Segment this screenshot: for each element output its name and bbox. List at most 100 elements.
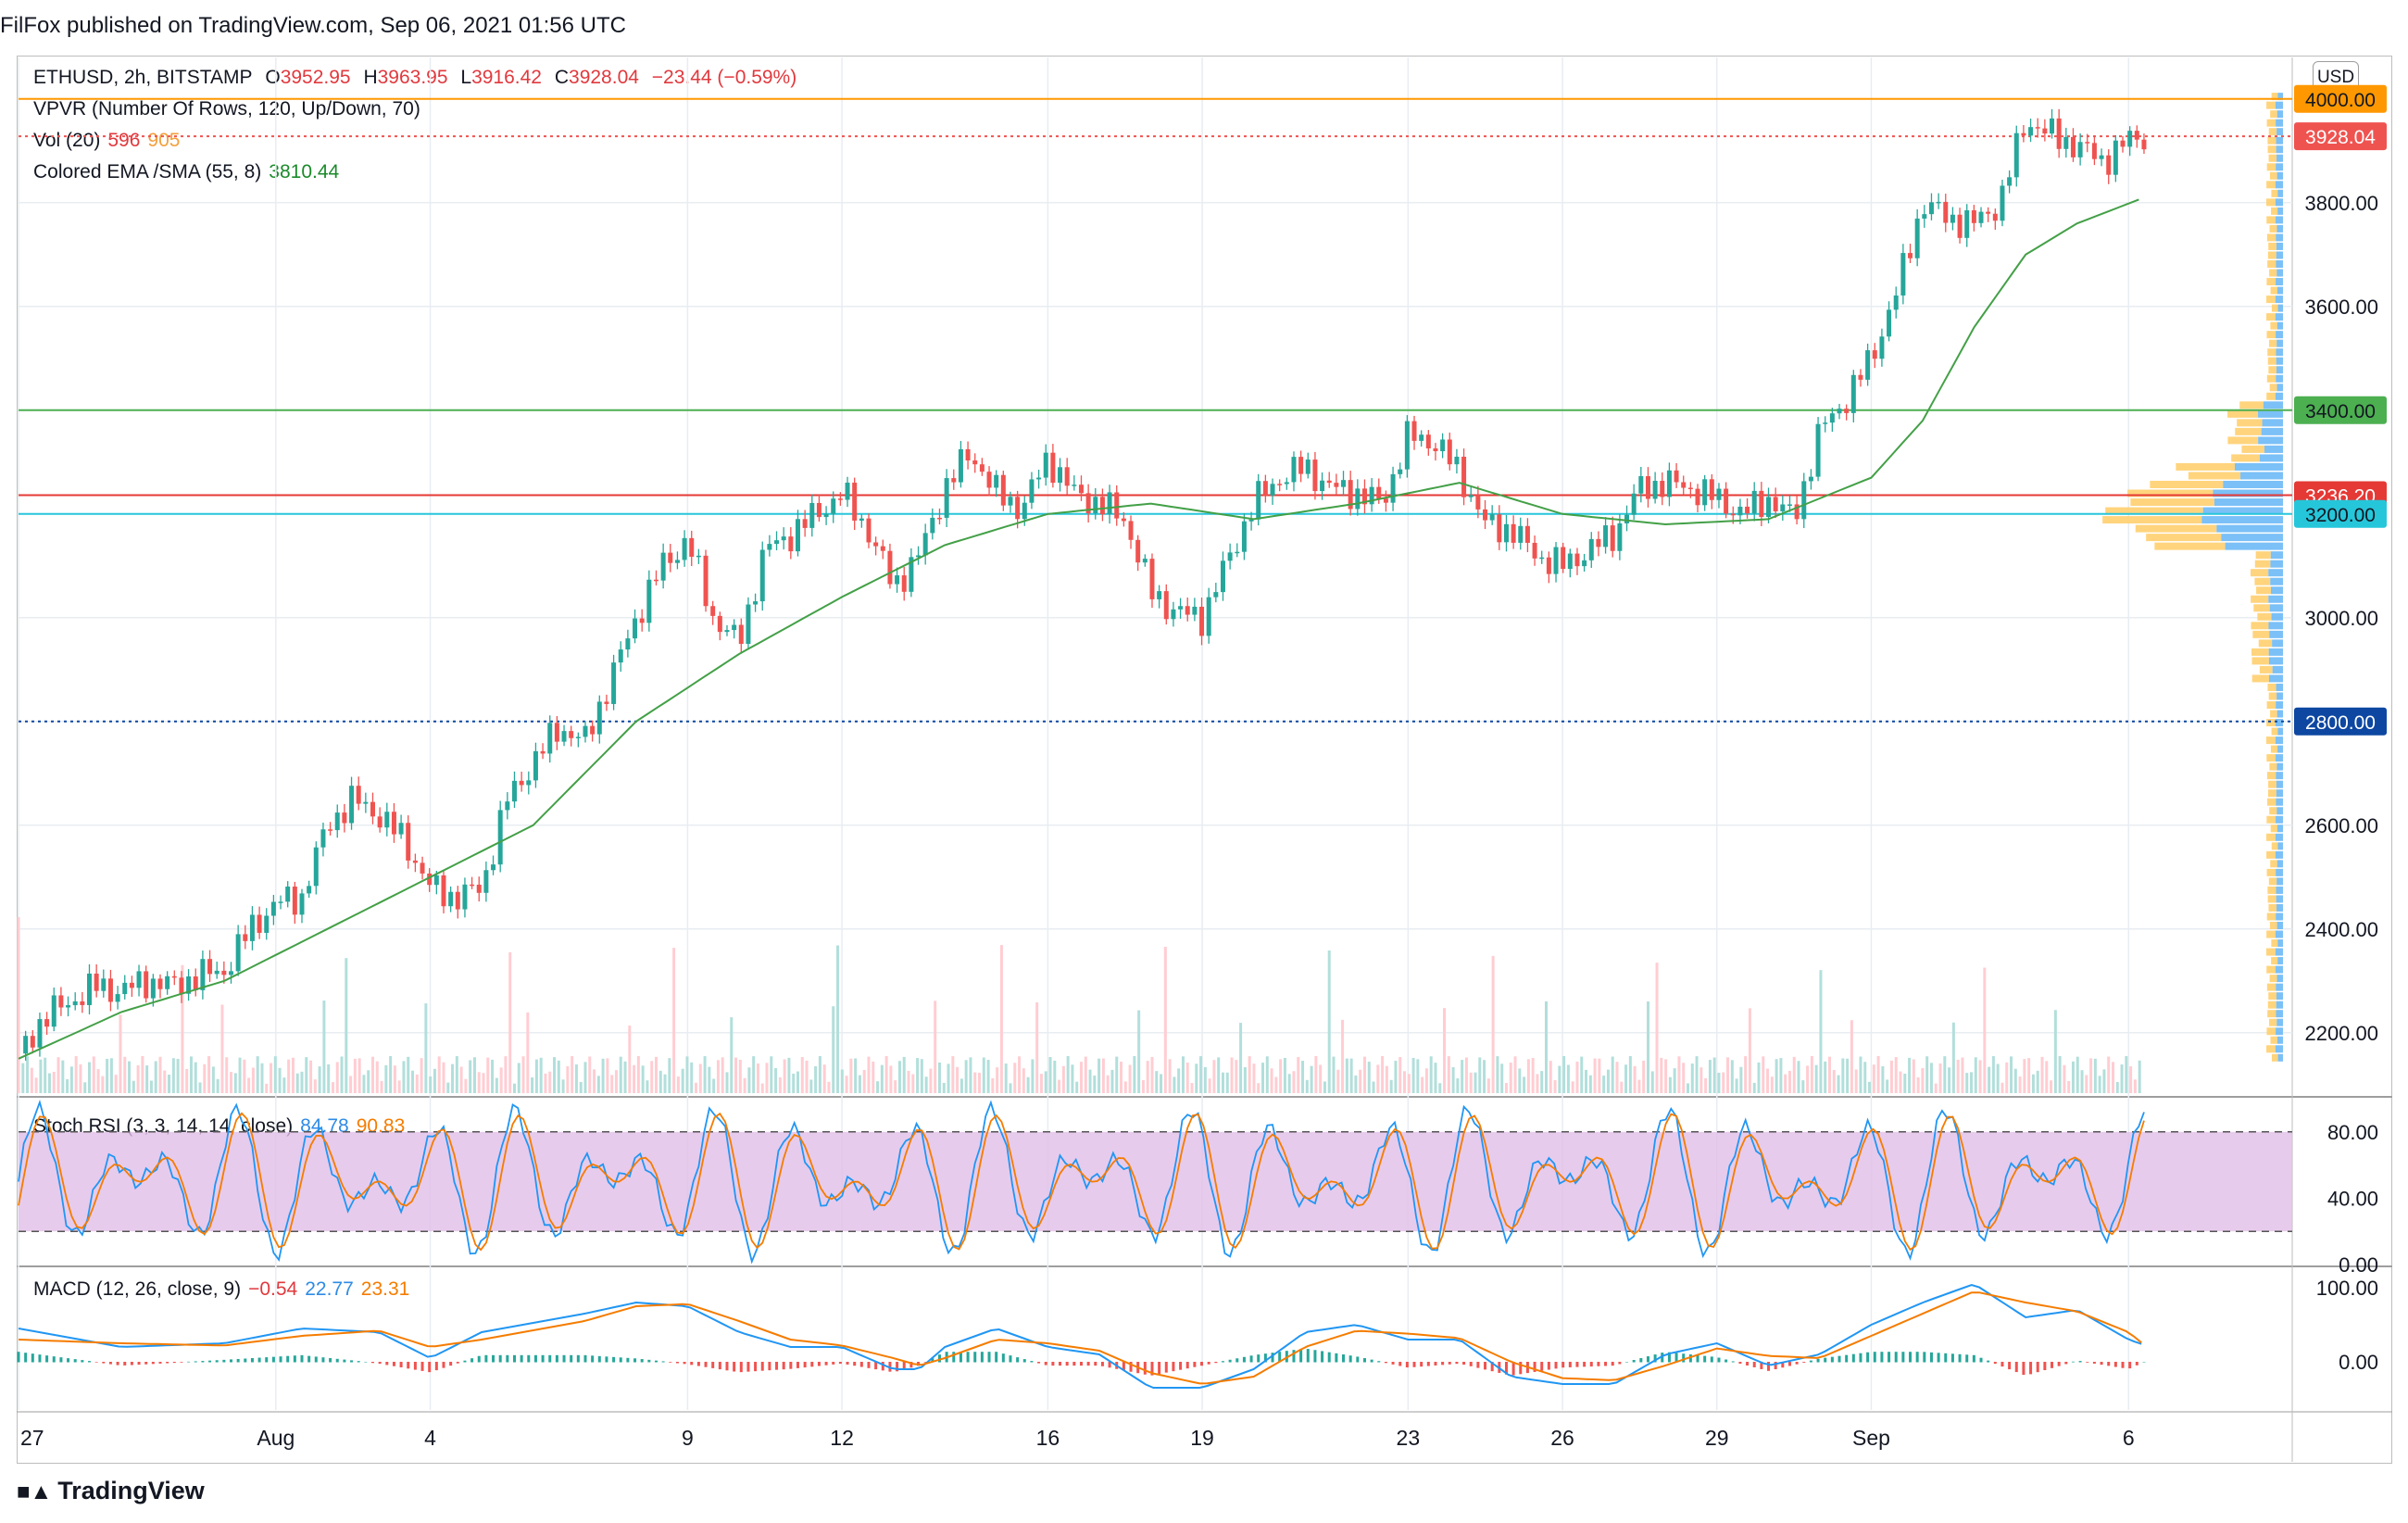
volume-bar	[1327, 950, 1331, 1093]
candle-body	[115, 994, 120, 1002]
vpvr-bar	[2267, 251, 2276, 259]
macd-histogram-bar	[1859, 1353, 1862, 1363]
volume-bar	[1079, 1062, 1083, 1093]
vpvr-bar	[2266, 948, 2276, 956]
ema-legend[interactable]: Colored EMA /SMA (55, 8) 3810.44	[33, 161, 340, 183]
macd-histogram-bar	[45, 1355, 49, 1363]
volume-bar	[96, 1069, 100, 1093]
tradingview-brand[interactable]: ■▲ TradingView	[17, 1477, 205, 1504]
vpvr-bar	[2276, 163, 2283, 171]
vpvr-bar	[2270, 824, 2278, 833]
candle-body	[1850, 374, 1856, 413]
macd-histogram-bar	[1022, 1359, 1026, 1363]
candle-body	[427, 873, 433, 886]
candle-body	[377, 816, 383, 828]
vpvr-bar	[2276, 110, 2283, 119]
vpvr-bar	[2214, 498, 2283, 507]
candle-body	[1511, 523, 1516, 543]
candle-body	[1128, 521, 1134, 540]
macd-histogram-bar	[1519, 1362, 1523, 1375]
macd-histogram-bar	[2064, 1362, 2068, 1365]
volume-bar	[832, 1006, 835, 1093]
candle-body	[1000, 474, 1006, 506]
vpvr-bar	[2251, 595, 2269, 603]
volume-bar	[1066, 1056, 1070, 1093]
chart-frame[interactable]	[17, 56, 2392, 1464]
candle-body	[816, 502, 821, 518]
vpvr-bar	[2263, 401, 2283, 409]
volume-bar	[1398, 1056, 1402, 1093]
volume-bar	[889, 1065, 893, 1093]
candle-body	[1539, 557, 1545, 560]
vpvr-bar	[2270, 577, 2283, 585]
macd-histogram-bar	[1894, 1352, 1898, 1363]
volume-bar	[894, 1080, 897, 1093]
volume-bar	[243, 1059, 246, 1093]
volume-bar	[1726, 1057, 1730, 1093]
candle-body	[441, 875, 446, 907]
volume-bar	[1677, 1056, 1681, 1093]
candle-body	[228, 971, 233, 975]
volume-bar	[1965, 1073, 1969, 1093]
vpvr-bar	[2251, 622, 2269, 630]
candle-body	[462, 884, 468, 910]
volume-legend[interactable]: Vol (20) 596 905	[33, 130, 181, 151]
macd-histogram-bar	[817, 1362, 821, 1366]
macd-histogram-bar	[1880, 1352, 1884, 1363]
volume-bar	[1509, 1063, 1512, 1093]
vpvr-bar	[2276, 251, 2283, 259]
candle-body	[1163, 591, 1169, 620]
macd-histogram-bar	[1278, 1352, 1282, 1363]
candle-body	[880, 546, 885, 551]
macd-histogram-bar	[1504, 1362, 1508, 1375]
candle-body	[2091, 143, 2097, 159]
candle-body	[1114, 492, 1120, 519]
vpvr-bar	[2276, 145, 2283, 154]
macd-legend[interactable]: MACD (12, 26, close, 9) −0.54 22.77 23.31	[33, 1278, 410, 1300]
volume-bar	[1585, 1069, 1588, 1093]
candle-body	[809, 502, 815, 528]
candle-body	[767, 544, 772, 550]
candle-body	[1829, 413, 1835, 423]
candle-body	[1724, 488, 1729, 514]
volume-bar	[446, 1082, 450, 1093]
volume-bar	[1531, 1058, 1535, 1093]
volume-bar	[1305, 1079, 1309, 1093]
candle-body	[944, 478, 949, 518]
volume-bar	[658, 1070, 662, 1093]
vpvr-bar	[2277, 842, 2283, 850]
macd-histogram-bar	[1065, 1362, 1069, 1366]
candle-body	[1950, 214, 1955, 223]
candle-body	[1093, 497, 1098, 514]
macd-histogram-bar	[1944, 1353, 1948, 1363]
volume-bar	[47, 1073, 51, 1093]
volume-bar	[1545, 1001, 1549, 1093]
candle-body	[710, 606, 716, 616]
volume-bar	[1199, 1056, 1203, 1093]
macd-histogram-bar	[1108, 1362, 1111, 1368]
macd-histogram-bar	[1391, 1362, 1395, 1365]
price-badge	[2294, 396, 2387, 424]
vpvr-legend[interactable]: VPVR (Number Of Rows, 120, Up/Down, 70)	[33, 98, 420, 120]
macd-histogram-bar	[370, 1362, 374, 1364]
macd-histogram-bar	[1299, 1349, 1303, 1363]
volume-bar	[743, 1077, 746, 1093]
candle-body	[1631, 493, 1637, 515]
volume-bar	[1620, 1081, 1624, 1093]
macd-histogram-bar	[413, 1362, 417, 1370]
volume-bar	[1478, 1057, 1482, 1093]
candle-body	[1532, 542, 1537, 559]
candle-body	[2021, 132, 2026, 136]
volume-bar	[1628, 1056, 1632, 1093]
candle-body	[1922, 214, 1927, 219]
volume-bar	[1615, 1062, 1619, 1093]
candle-body	[1596, 538, 1601, 548]
macd-histogram-bar	[896, 1362, 899, 1372]
vpvr-bar	[2275, 719, 2283, 727]
macd-histogram-bar	[1568, 1362, 1572, 1367]
macd-histogram-bar	[1830, 1356, 1834, 1363]
vpvr-bar	[2266, 313, 2276, 321]
macd-histogram-bar	[1377, 1361, 1381, 1363]
volume-bar	[1704, 1077, 1708, 1093]
